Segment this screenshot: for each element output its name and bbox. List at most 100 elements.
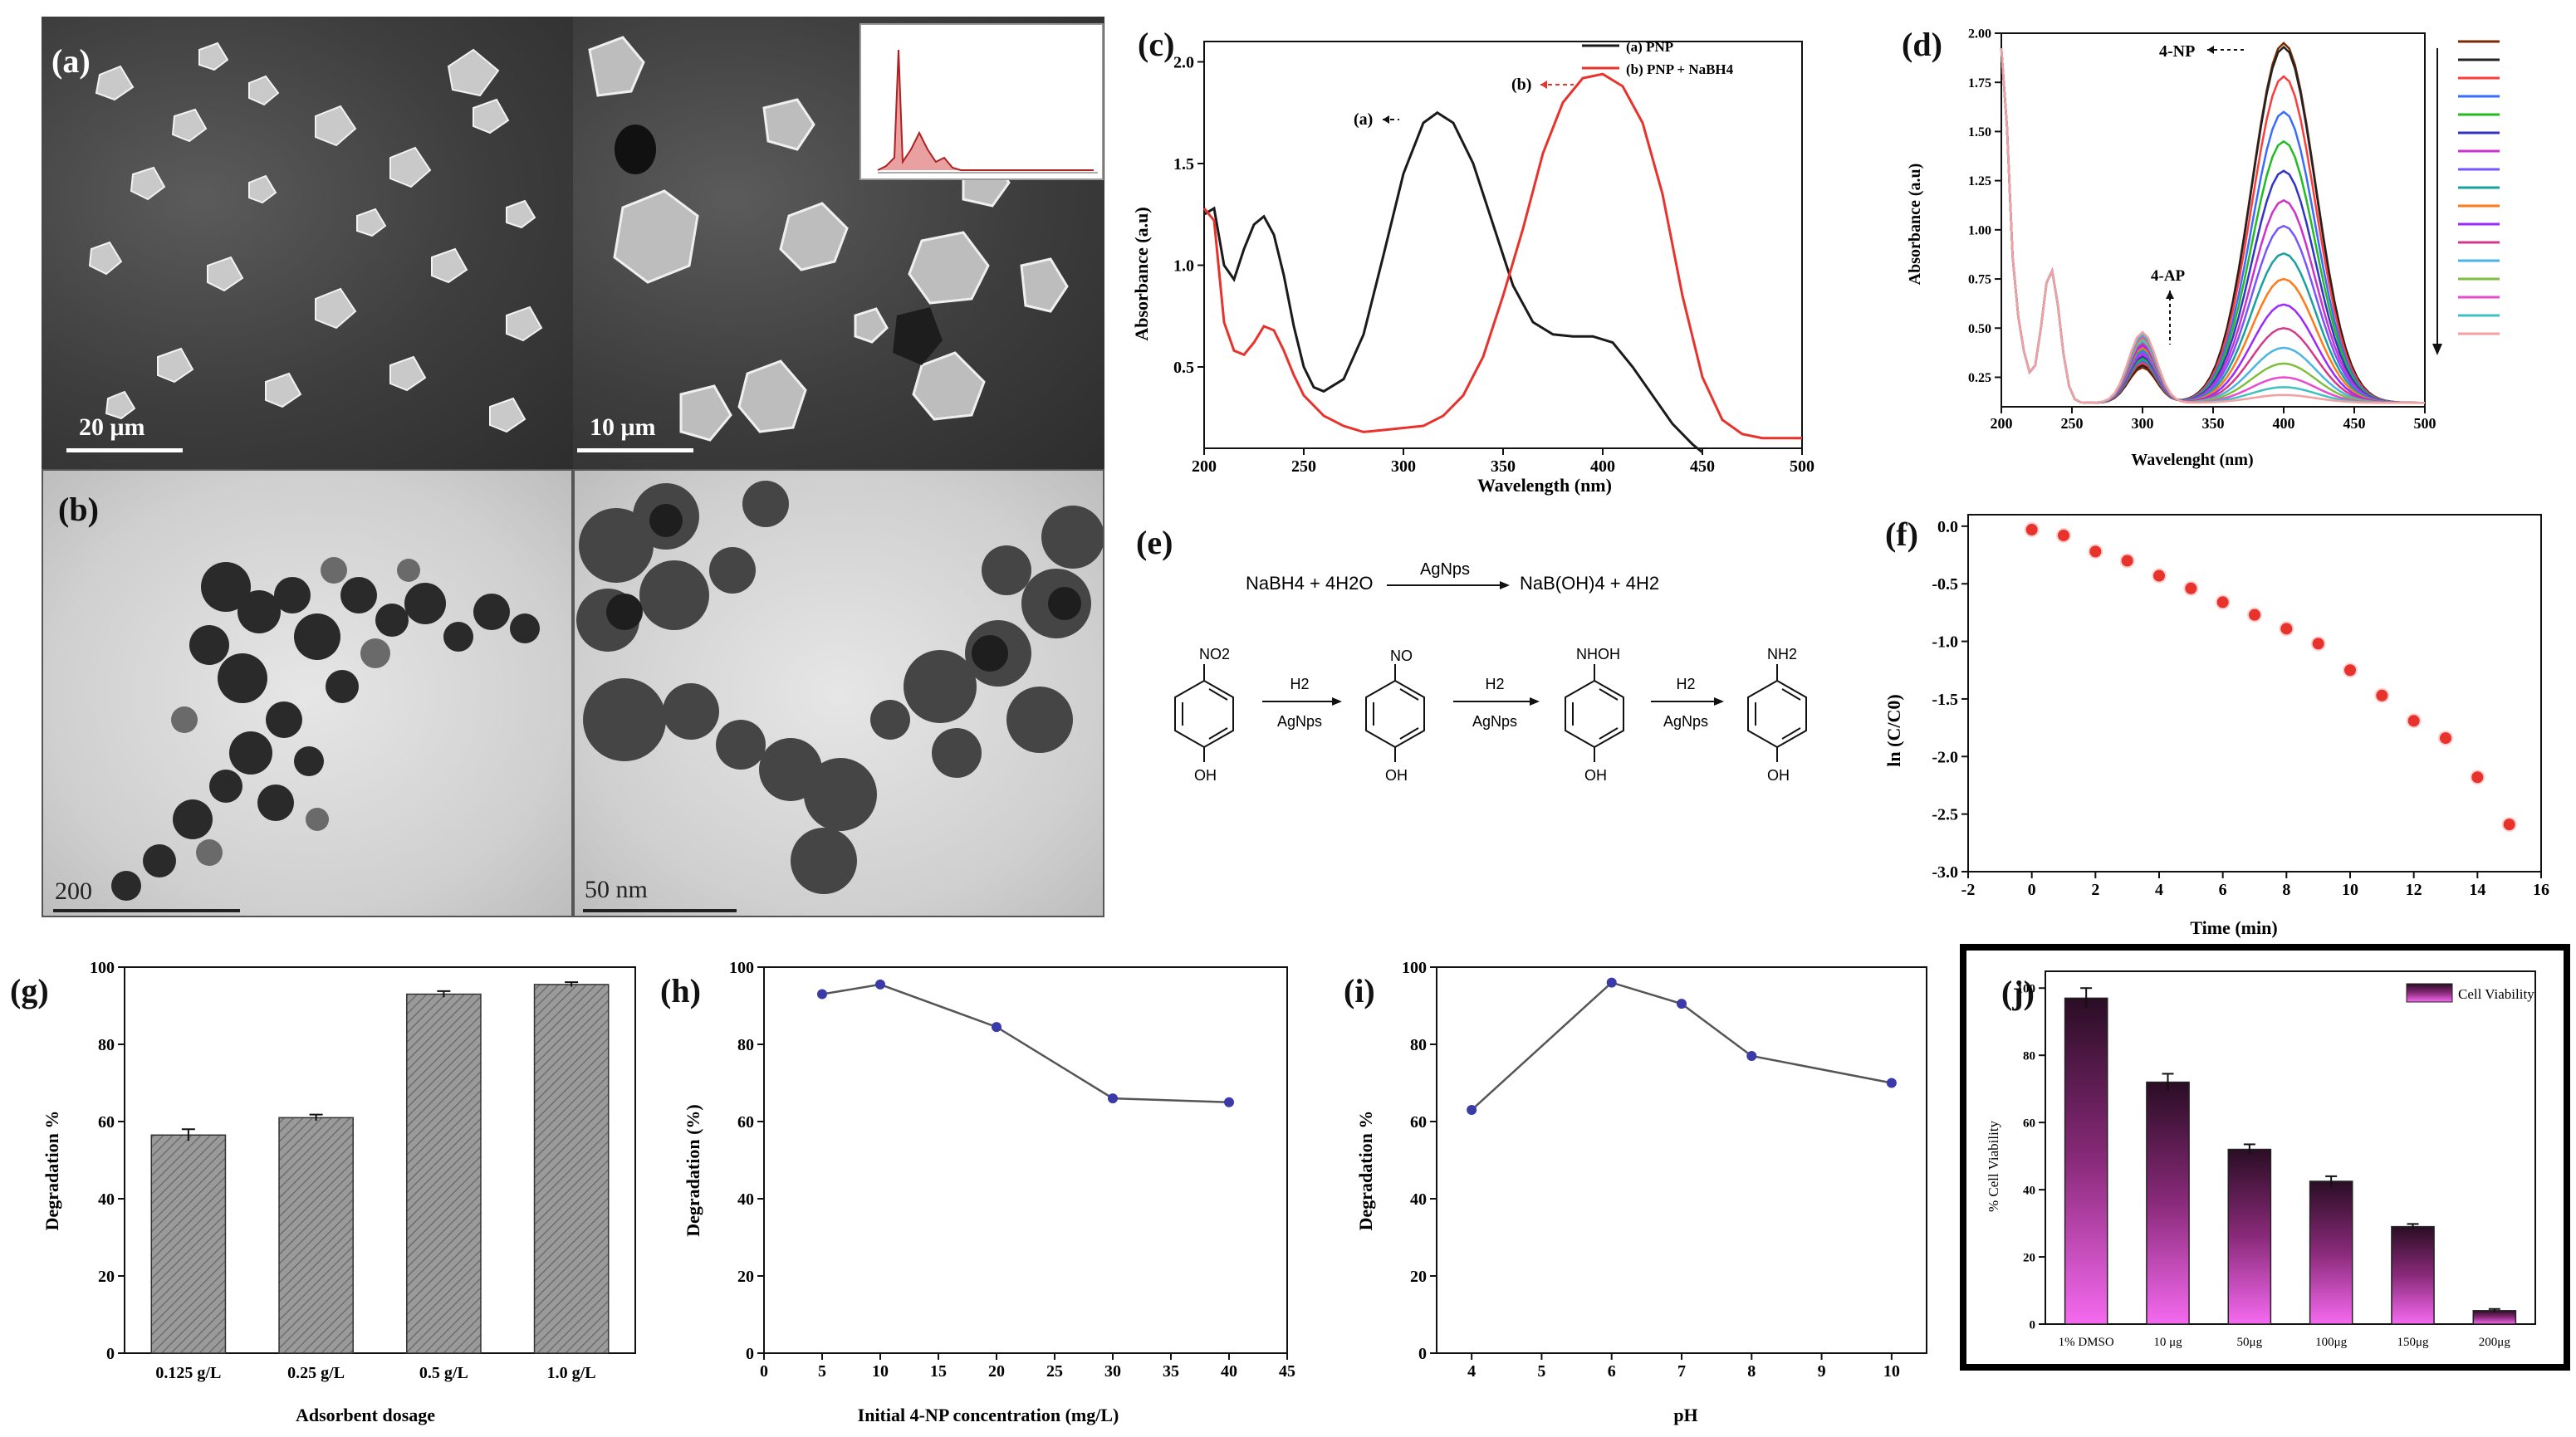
chart-i-xtick-label: 5 [1537, 1362, 1545, 1381]
sem-image-left: 20 μm [42, 17, 573, 469]
chart-d-ytick-label: 0.50 [1968, 322, 1991, 336]
chart-d-xtick-label: 500 [2414, 415, 2436, 432]
chart-d-series-11 [2000, 48, 2426, 404]
chart-c-ytick-label: 0.5 [1173, 359, 1194, 377]
chart-j-ytick-label: 20 [2023, 1251, 2035, 1264]
chart-i-xtick-label: 7 [1677, 1362, 1686, 1381]
chart-i-xtick-label: 8 [1747, 1362, 1756, 1381]
chart-i-ytick-label: 60 [1410, 1113, 1427, 1132]
chart-h-ytick-label: 80 [737, 1036, 754, 1054]
chart-h-line [821, 983, 1230, 1103]
benzene-ring-2: NO OH [1365, 648, 1425, 784]
benzene-ring-4: NH2 OH [1747, 646, 1807, 784]
chart-f-point [2183, 580, 2199, 596]
chart-g-category-label: 0.125 g/L [155, 1364, 221, 1382]
chart-f-point [2501, 817, 2517, 833]
chart-c-xtick-label: 300 [1391, 457, 1416, 476]
chart-c-series-pnp [1203, 110, 1703, 454]
scale-bar-200 [53, 909, 240, 912]
chart-h-xlabel: Initial 4-NP concentration (mg/L) [858, 1405, 1119, 1425]
chart-i-xtick-label: 9 [1818, 1362, 1826, 1381]
chart-i-frame [1436, 966, 1927, 1354]
chart-f-point [2152, 568, 2167, 584]
arrow3-catalyst: AgNps [1663, 713, 1708, 730]
eq-catalyst: AgNps [1420, 560, 1470, 579]
chart-d-series-14 [2000, 48, 2426, 404]
chart-i-ytick-label: 20 [1410, 1268, 1427, 1286]
chart-f-point [2056, 527, 2071, 543]
chart-c-xlabel: Wavelength (nm) [1477, 475, 1612, 496]
chart-j-ytick-label: 100 [2017, 982, 2036, 995]
scale-label-10um: 10 μm [590, 413, 656, 441]
chart-f-ytick-label: -1.5 [1932, 691, 1958, 709]
panel-letter-j: (j) [2001, 974, 2035, 1011]
chart-g-ytick-label: 40 [98, 1190, 115, 1209]
chart-g-dosage: Degradation % Adsorbent dosage 0 20 40 60 80… [42, 959, 636, 1425]
chart-d-series-10 [2000, 48, 2426, 404]
scale-label-20um: 20 μm [79, 413, 145, 441]
chart-f-point [2406, 713, 2422, 729]
chart-h-xtick-label: 40 [1221, 1362, 1237, 1381]
chart-g-ytick-label: 100 [90, 959, 115, 977]
chart-f-point [2119, 553, 2135, 569]
chart-f-point [2374, 687, 2390, 703]
chart-h-xtick-label: 25 [1046, 1362, 1063, 1381]
chart-c-ytick-label: 2.0 [1173, 54, 1194, 72]
oh-1: OH [1194, 767, 1217, 784]
chart-c-annot-b: (b) [1511, 76, 1531, 94]
chart-j-bar [2391, 1225, 2435, 1325]
chart-h-concentration: Degradation (%) Initial 4-NP concentrati… [683, 959, 1295, 1425]
chart-i-xtick-label: 6 [1608, 1362, 1616, 1381]
substituent-nh2: NH2 [1767, 646, 1797, 662]
chart-d-xtick-label: 250 [2061, 415, 2084, 432]
chart-j-category-label: 200μg [2479, 1336, 2511, 1349]
chart-d-xtick-label: 200 [1991, 415, 2013, 432]
panel-letter-i: (i) [1344, 972, 1375, 1009]
chart-d-series-3 [2000, 48, 2426, 404]
chart-g-ytick-label: 80 [98, 1036, 115, 1054]
tem-image-left: 200 [42, 469, 573, 917]
arrow1-catalyst: AgNps [1277, 713, 1322, 730]
tem-cluster-right [576, 481, 1103, 894]
reaction-scheme: NaBH4 + 4H2O AgNps NaB(OH)4 + 4H2 NO2 OH… [1174, 560, 1807, 784]
scale-bar-10um [577, 448, 693, 452]
chart-c-xtick-label: 400 [1590, 457, 1615, 476]
chart-f-point [2215, 594, 2231, 610]
scale-label-50nm: 50 nm [585, 876, 648, 903]
chart-f-point [2088, 544, 2103, 560]
chart-d-frame [2001, 32, 2426, 408]
arrow3-reagent: H2 [1676, 676, 1695, 692]
chart-d-xlabel: Wavelenght (nm) [2131, 451, 2253, 469]
chart-i-xtick-label: 4 [1467, 1362, 1476, 1381]
chart-j-ytick-label: 0 [2030, 1318, 2036, 1332]
chart-i-point [1467, 1105, 1477, 1116]
scale-bar-20um [66, 448, 183, 452]
arrow2-catalyst: AgNps [1472, 713, 1517, 730]
chart-d-xtick-label: 300 [2132, 415, 2154, 432]
chart-f-xtick-label: 0 [2028, 881, 2036, 899]
chart-f-point [2310, 636, 2326, 652]
chart-d-ytick-label: 0.75 [1968, 273, 1991, 287]
chart-c-ylabel: Absorbance (a.u) [1131, 207, 1152, 340]
chart-d-ylabel: Absorbance (a.u) [1906, 164, 1924, 286]
chart-d-series-1 [2000, 45, 2426, 404]
chart-h-ytick-label: 20 [737, 1268, 754, 1286]
chart-h-ytick-label: 40 [737, 1190, 754, 1209]
chart-i-xtick-label: 10 [1883, 1362, 1900, 1381]
chart-d-ytick-label: 1.75 [1968, 76, 1991, 90]
substituent-nhoh: NHOH [1576, 646, 1620, 662]
chart-f-xlabel: Time (min) [2190, 917, 2277, 938]
chart-c-ytick-label: 1.5 [1173, 155, 1194, 174]
panel-letter-b: (b) [58, 491, 99, 528]
chart-c-legend: (a) PNP (b) PNP + NaBH4 [1582, 39, 1734, 77]
chart-j-category-label: 10 μg [2153, 1336, 2182, 1349]
chart-c-series-pnp-nabh4 [1202, 72, 1802, 440]
sem-particles-left [88, 42, 543, 433]
oh-2: OH [1385, 767, 1408, 784]
chart-f-ytick-label: -2.0 [1932, 748, 1958, 766]
chart-g-ytick-label: 0 [106, 1345, 115, 1363]
chart-d-series-6 [2000, 48, 2426, 404]
chart-f-xtick-label: 14 [2469, 881, 2485, 899]
scale-label-200: 200 [55, 877, 92, 905]
chart-j-category-label: 100μg [2315, 1336, 2348, 1349]
